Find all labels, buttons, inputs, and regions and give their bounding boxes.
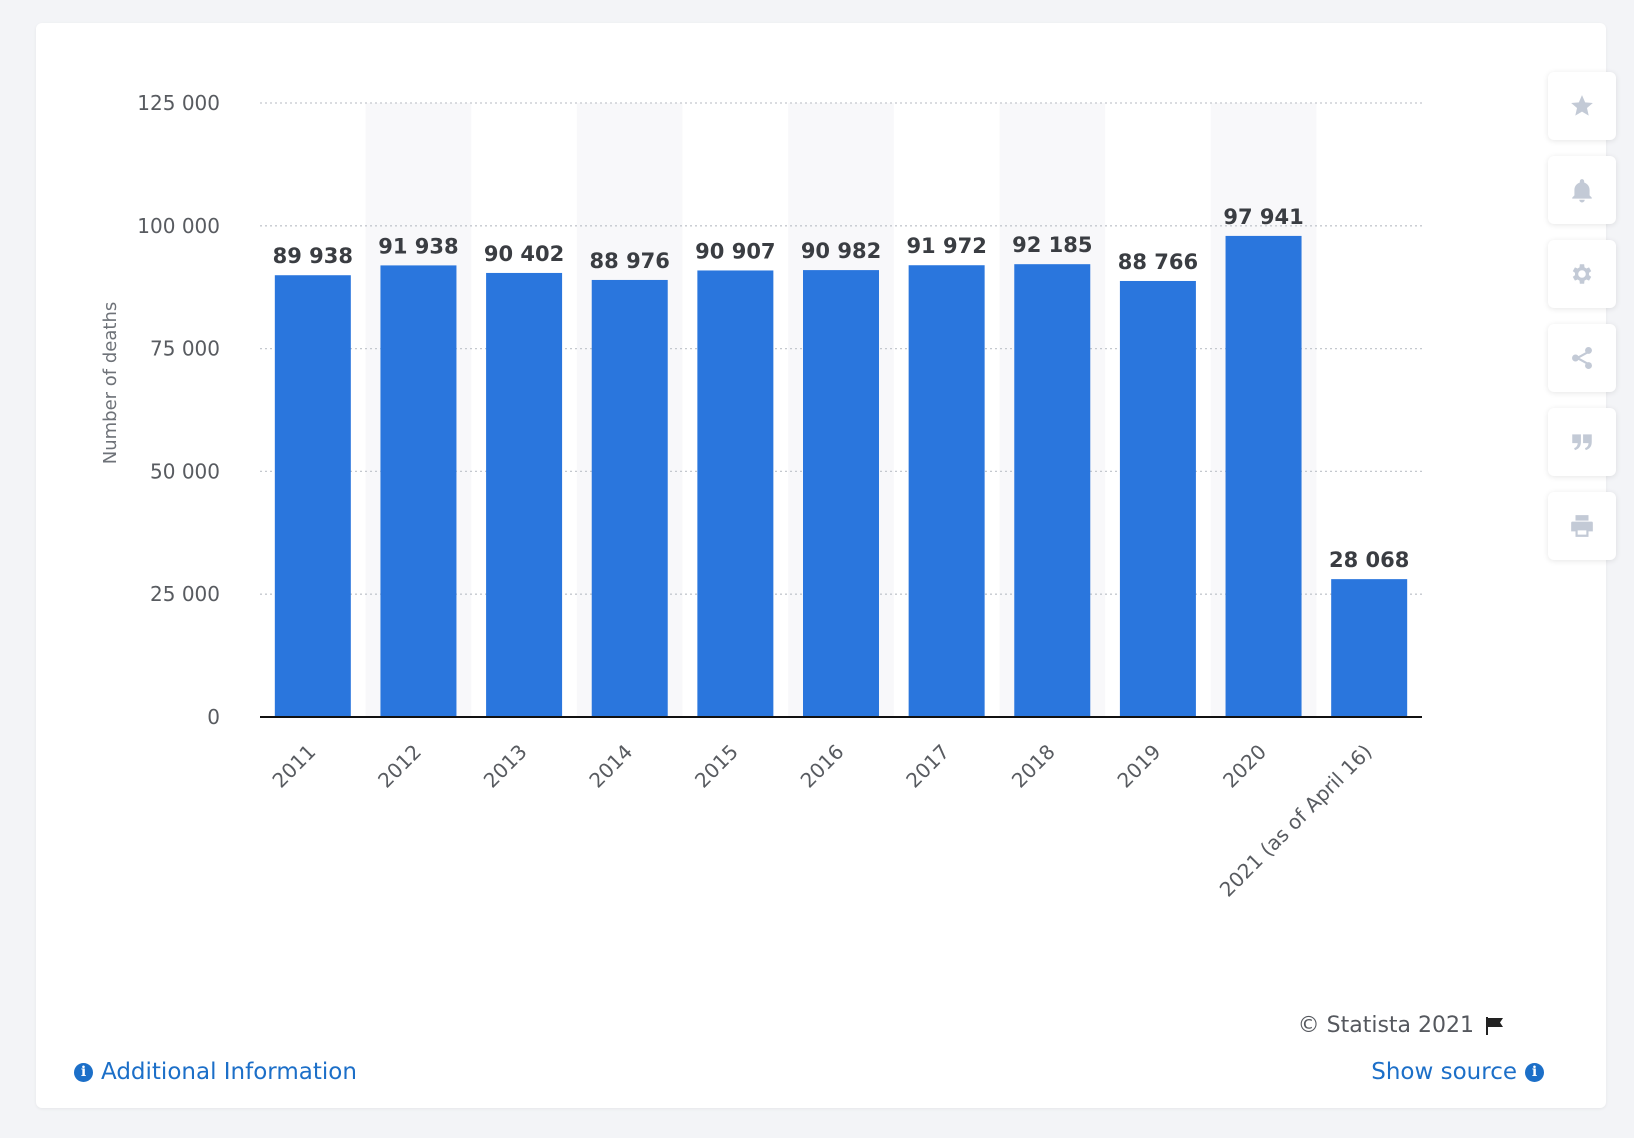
x-tick-label: 2013 (479, 740, 532, 793)
x-tick-label: 2020 (1218, 740, 1271, 793)
info-icon: i (1525, 1062, 1544, 1082)
bar-chart: 0 25 000 50 000 75 000 100 000 125 000 Number … (100, 91, 1422, 902)
favorite-button[interactable] (1548, 72, 1616, 140)
show-source-label: Show source (1371, 1059, 1517, 1085)
copyright: © Statista 2021 (1298, 1013, 1506, 1038)
data-label: 91 938 (378, 234, 458, 258)
data-label: 28 068 (1329, 548, 1409, 572)
data-label: 97 941 (1223, 205, 1303, 229)
bar[interactable] (1014, 264, 1091, 717)
toolbar (1548, 72, 1616, 560)
info-icon: i (74, 1062, 93, 1082)
y-tick-label: 0 (207, 705, 220, 729)
data-label: 92 185 (1012, 233, 1092, 257)
gear-icon (1572, 264, 1592, 284)
bar[interactable] (274, 275, 351, 717)
bar[interactable] (1225, 235, 1302, 717)
data-label: 88 976 (590, 249, 670, 273)
notification-button[interactable] (1548, 156, 1616, 224)
data-label: 90 982 (801, 239, 881, 263)
bell-icon (1572, 179, 1592, 203)
y-tick-label: 125 000 (137, 91, 220, 115)
print-button[interactable] (1548, 492, 1616, 560)
bar[interactable] (486, 272, 563, 717)
y-tick-label: 25 000 (150, 582, 220, 606)
x-tick-label: 2011 (267, 740, 320, 793)
bar[interactable] (803, 270, 879, 717)
x-tick-label: 2016 (796, 740, 849, 793)
share-icon (1572, 346, 1592, 370)
y-tick-label: 75 000 (150, 337, 220, 361)
x-tick-label: 2018 (1007, 740, 1060, 793)
flag-icon[interactable] (1484, 1016, 1506, 1036)
bar[interactable] (1119, 280, 1196, 717)
x-tick-label: 2019 (1112, 740, 1165, 793)
additional-information-link[interactable]: i Additional Information (74, 1059, 357, 1085)
bar[interactable] (1331, 579, 1408, 717)
x-tick-label: 2014 (584, 740, 637, 793)
bar[interactable] (591, 279, 668, 717)
data-label: 91 972 (906, 234, 986, 258)
data-label: 89 938 (273, 244, 353, 268)
x-tick-label: 2015 (690, 740, 743, 793)
show-source-link[interactable]: Show source i (1371, 1059, 1544, 1085)
y-axis-label: Number of deaths (100, 302, 121, 464)
additional-information-label: Additional Information (101, 1059, 357, 1085)
data-label: 90 402 (484, 242, 564, 266)
copyright-text: © Statista 2021 (1297, 1013, 1474, 1038)
print-icon (1571, 515, 1593, 537)
x-tick-label: 2012 (373, 740, 426, 793)
bar[interactable] (380, 265, 457, 717)
chart-card: 0 25 000 50 000 75 000 100 000 125 000 Number … (36, 23, 1616, 1108)
share-button[interactable] (1548, 324, 1616, 392)
settings-button[interactable] (1548, 240, 1616, 308)
x-tick-label: 2017 (901, 740, 954, 793)
y-tick-label: 100 000 (137, 214, 220, 238)
bar[interactable] (697, 270, 774, 717)
cite-button[interactable] (1548, 408, 1616, 476)
bar[interactable] (908, 265, 985, 717)
star-icon (1571, 95, 1593, 116)
y-tick-label: 50 000 (150, 459, 220, 483)
quote-icon (1572, 434, 1592, 451)
data-label: 90 907 (695, 239, 775, 263)
data-label: 88 766 (1118, 250, 1198, 274)
